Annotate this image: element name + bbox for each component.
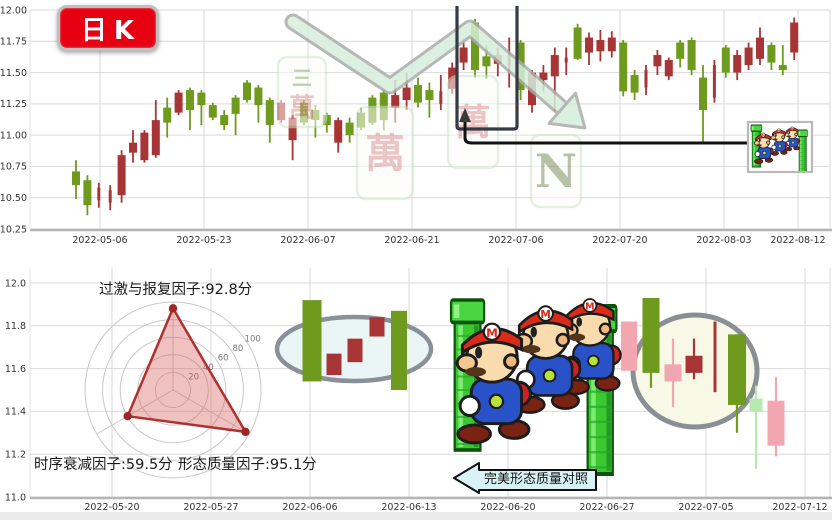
connector-arrowhead: [459, 108, 471, 122]
top-candlestick-panel: 2022-05-06 2022-05-23 2022-06-07 2022-06-21…: [0, 5, 832, 246]
svg-text:2022-07-12: 2022-07-12: [772, 502, 827, 513]
svg-text:2022-07-05: 2022-07-05: [678, 502, 733, 513]
svg-text:萬: 萬: [365, 130, 405, 177]
bottom-analysis-panel: 2022-05-20 2022-05-27 2022-06-06 2022-06-13…: [5, 268, 832, 513]
pattern-highlight-bracket: [455, 6, 519, 131]
mario-thumbnail: [746, 120, 814, 174]
svg-text:2022-08-03: 2022-08-03: [696, 235, 751, 246]
svg-text:11.8: 11.8: [5, 321, 26, 332]
svg-text:10.50: 10.50: [0, 193, 27, 204]
svg-text:80: 80: [232, 344, 243, 354]
mario-pipes-scene: [449, 297, 622, 474]
svg-text:N: N: [535, 144, 577, 198]
svg-text:萬: 萬: [289, 94, 315, 124]
actual-pattern-highlight: [621, 297, 785, 470]
svg-text:11.6: 11.6: [5, 364, 26, 375]
svg-text:2022-05-23: 2022-05-23: [176, 235, 231, 246]
svg-text:2022-06-20: 2022-06-20: [480, 502, 535, 513]
svg-text:2022-07-20: 2022-07-20: [592, 235, 647, 246]
svg-text:11.75: 11.75: [0, 37, 27, 48]
perfect-pattern-callout-arrow: [453, 462, 597, 494]
svg-text:2022-06-07: 2022-06-07: [280, 235, 335, 246]
perfect-pattern-illustration: [274, 300, 434, 390]
svg-text:11.0: 11.0: [5, 492, 26, 503]
svg-text:2022-06-21: 2022-06-21: [384, 235, 439, 246]
radar-axis-label-pattern-quality: 形态质量因子:95.1分: [178, 457, 317, 473]
svg-text:2022-05-27: 2022-05-27: [183, 502, 238, 513]
perfect-pattern-callout-label: 完美形态质量对照: [483, 472, 588, 487]
svg-text:2022-08-12: 2022-08-12: [770, 235, 825, 246]
window-bottom-edge: [0, 512, 832, 520]
svg-text:12.0: 12.0: [5, 278, 26, 289]
svg-text:20: 20: [188, 373, 199, 383]
svg-text:2022-06-06: 2022-06-06: [282, 502, 337, 513]
svg-text:三: 三: [292, 66, 312, 90]
svg-text:2022-05-20: 2022-05-20: [84, 502, 139, 513]
svg-text:10.25: 10.25: [0, 224, 27, 235]
svg-text:11.2: 11.2: [5, 450, 26, 461]
radar-axis-label-time-decay: 时序衰减因子:59.5分: [34, 457, 173, 473]
daily-k-badge: 日K: [57, 5, 159, 51]
svg-text:11.50: 11.50: [0, 68, 27, 79]
callout-connector-line: [463, 116, 748, 145]
svg-text:100: 100: [245, 334, 261, 344]
top-grid: 2022-05-06 2022-05-23 2022-06-07 2022-06-21…: [0, 5, 832, 246]
svg-text:2022-05-06: 2022-05-06: [72, 235, 127, 246]
svg-text:60: 60: [218, 353, 229, 363]
svg-text:2022-06-13: 2022-06-13: [381, 502, 436, 513]
svg-text:2022-07-06: 2022-07-06: [488, 235, 543, 246]
svg-text:12.00: 12.00: [0, 5, 27, 16]
svg-text:11.4: 11.4: [5, 407, 26, 418]
svg-text:11.00: 11.00: [0, 130, 27, 141]
svg-text:11.25: 11.25: [0, 99, 27, 110]
svg-text:10.75: 10.75: [0, 162, 27, 173]
radar-axis-label-overreaction: 过激与报复因子:92.8分: [99, 282, 253, 298]
svg-text:2022-06-27: 2022-06-27: [579, 502, 634, 513]
factor-radar-chart: 20406080100: [84, 301, 262, 479]
svg-text:萬: 萬: [455, 102, 491, 144]
